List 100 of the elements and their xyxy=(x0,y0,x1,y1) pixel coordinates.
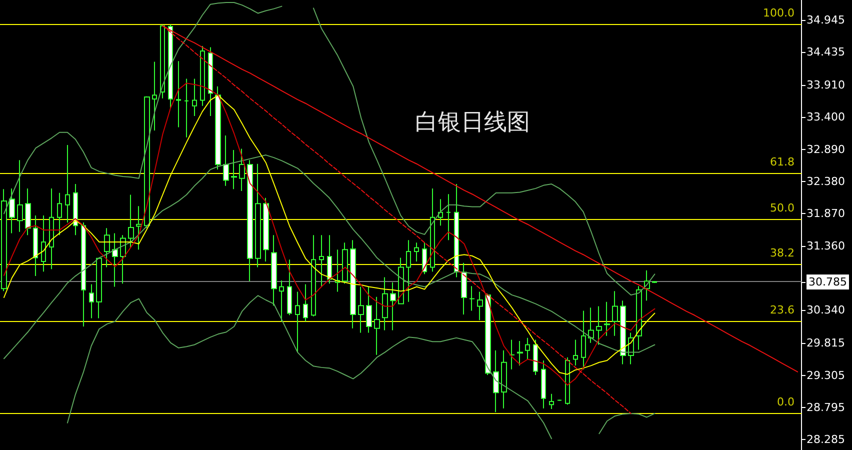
candlestick xyxy=(636,286,642,350)
line-series xyxy=(3,154,656,360)
candlestick xyxy=(596,306,602,346)
candlestick xyxy=(406,240,411,302)
y-tick-label: 31.360 xyxy=(806,239,846,252)
candlestick xyxy=(152,61,157,131)
candlestick xyxy=(604,301,610,336)
annotation: 38.2 xyxy=(770,246,795,260)
y-tick-label: 32.890 xyxy=(806,142,846,156)
candlestick xyxy=(430,188,435,272)
candlestick xyxy=(144,96,150,229)
candlestick xyxy=(81,222,86,327)
candlestick xyxy=(477,291,483,321)
candlestick xyxy=(319,234,324,288)
candlestick xyxy=(422,242,427,275)
candlestick xyxy=(184,78,189,138)
y-tick-label: 33.400 xyxy=(806,110,846,124)
candlestick xyxy=(501,350,507,409)
y-tick-label: 29.305 xyxy=(806,368,846,382)
annotation: 23.6 xyxy=(770,303,795,316)
candlestick xyxy=(104,228,110,268)
candlestick xyxy=(525,337,530,360)
candlestick xyxy=(192,78,197,116)
candlestick xyxy=(573,339,578,366)
candlestick xyxy=(279,280,284,322)
candlestick xyxy=(96,258,102,319)
candlestick xyxy=(128,194,134,248)
candlestick xyxy=(374,296,380,356)
candlestick xyxy=(303,284,308,322)
candlestick xyxy=(588,307,594,344)
candlestick xyxy=(454,184,459,278)
candlestick xyxy=(208,46,213,116)
candlestick xyxy=(1,188,7,292)
candlestick xyxy=(17,160,23,232)
candlestick xyxy=(493,350,499,413)
candlestick xyxy=(112,232,118,288)
y-tick-label: 30.785 xyxy=(808,276,848,289)
text: 白银日线图 xyxy=(415,110,530,136)
y-tick-label: 33.910 xyxy=(806,78,846,92)
candlestick xyxy=(620,300,626,365)
candlestick xyxy=(509,339,515,370)
candlestick xyxy=(73,184,78,236)
y-tick-label: 30.340 xyxy=(806,304,846,317)
candlestick xyxy=(549,393,554,410)
candlestick xyxy=(517,340,523,366)
candlestick xyxy=(414,242,419,262)
candlestick xyxy=(581,310,586,370)
candlestick xyxy=(382,276,388,331)
candlestick xyxy=(612,290,618,336)
candlestick xyxy=(33,215,38,277)
y-tick-label: 28.795 xyxy=(806,400,846,414)
candlestick xyxy=(263,197,269,262)
candlestick xyxy=(41,215,46,272)
candlestick xyxy=(89,284,94,319)
candlestick xyxy=(176,60,181,128)
candlestick xyxy=(311,234,316,317)
y-tick-label: 31.870 xyxy=(806,207,846,220)
annotation: 0.0 xyxy=(777,395,795,408)
candlestick xyxy=(223,135,229,186)
candlestick xyxy=(446,194,451,241)
candlestick xyxy=(239,148,245,192)
candlestick xyxy=(247,160,253,282)
candlestick xyxy=(652,280,657,284)
candlestick xyxy=(295,291,300,353)
candlestick xyxy=(533,339,538,376)
candlestick xyxy=(255,163,261,268)
candlestick xyxy=(565,356,570,406)
candlestick xyxy=(541,360,546,409)
candlestick xyxy=(231,150,237,190)
candlestick xyxy=(200,46,205,106)
y-tick-label: 28.285 xyxy=(806,433,846,446)
candlestick xyxy=(65,144,70,223)
candlestick xyxy=(469,286,475,312)
candlestick xyxy=(485,293,491,376)
candlestick xyxy=(461,262,467,315)
candlestick xyxy=(271,234,277,306)
candlestick xyxy=(160,24,165,99)
candlestick xyxy=(350,240,356,329)
candlestick xyxy=(358,286,364,334)
y-tick-label: 34.435 xyxy=(806,45,846,58)
annotation: 100.0 xyxy=(763,6,795,20)
candlestick xyxy=(287,259,292,316)
candlestick xyxy=(49,188,54,270)
annotation: 61.8 xyxy=(770,155,795,168)
candlestick xyxy=(390,282,396,331)
candlestick xyxy=(168,24,173,108)
y-tick-label: 34.945 xyxy=(806,13,846,26)
candlestick xyxy=(9,188,15,234)
candlestick xyxy=(136,206,142,250)
candlestick xyxy=(335,249,340,292)
candlestick xyxy=(438,198,443,226)
y-tick-label: 29.815 xyxy=(806,336,846,350)
y-tick-label: 32.380 xyxy=(806,175,846,188)
candlestick xyxy=(342,242,348,284)
candlestick xyxy=(366,286,372,334)
candlestick xyxy=(25,188,31,236)
candlestick xyxy=(327,234,332,284)
candlestick xyxy=(57,192,62,236)
candlestick xyxy=(215,86,221,170)
annotation: 50.0 xyxy=(770,201,795,214)
